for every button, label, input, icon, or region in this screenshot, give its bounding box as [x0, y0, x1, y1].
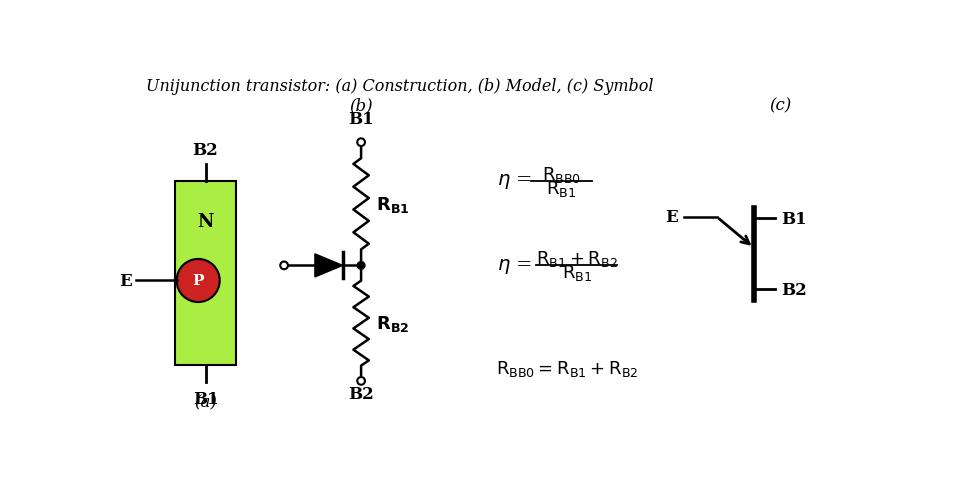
Circle shape [357, 139, 365, 147]
Text: $\eta$ =: $\eta$ = [497, 256, 533, 276]
Text: Unijunction transistor: (a) Construction, (b) Model, (c) Symbol: Unijunction transistor: (a) Construction… [146, 78, 653, 95]
Polygon shape [315, 254, 343, 277]
Text: $\mathrm{R_{B1}}$: $\mathrm{R_{B1}}$ [562, 263, 591, 283]
Text: $\eta$ =: $\eta$ = [497, 172, 533, 191]
Text: B2: B2 [348, 385, 374, 403]
Text: (c): (c) [770, 97, 792, 114]
Text: E: E [665, 209, 679, 226]
Text: B1: B1 [348, 110, 373, 128]
Text: $\mathrm{R_{BB0} = R_{B1} + R_{B2}}$: $\mathrm{R_{BB0} = R_{B1} + R_{B2}}$ [496, 358, 638, 378]
Text: B1: B1 [193, 390, 218, 408]
Circle shape [280, 262, 288, 270]
Text: B2: B2 [781, 281, 807, 298]
Text: $\mathrm{R_{BB0}}$: $\mathrm{R_{BB0}}$ [541, 165, 581, 184]
Text: B1: B1 [781, 211, 807, 228]
Text: B2: B2 [193, 141, 219, 158]
Text: (a): (a) [194, 393, 217, 410]
Text: $\mathrm{R_{B1} + R_{B2}}$: $\mathrm{R_{B1} + R_{B2}}$ [536, 249, 617, 269]
Text: $\mathbf{R_{B2}}$: $\mathbf{R_{B2}}$ [376, 313, 410, 334]
Text: $\mathrm{R_{B1}}$: $\mathrm{R_{B1}}$ [546, 178, 576, 198]
Text: P: P [192, 274, 204, 288]
Text: (b): (b) [349, 97, 372, 114]
Text: N: N [198, 213, 214, 231]
Circle shape [357, 377, 365, 385]
Ellipse shape [177, 259, 220, 302]
Text: E: E [119, 273, 132, 289]
Circle shape [357, 262, 365, 270]
Bar [175, 181, 236, 366]
Text: $\mathbf{R_{B1}}$: $\mathbf{R_{B1}}$ [376, 194, 410, 215]
